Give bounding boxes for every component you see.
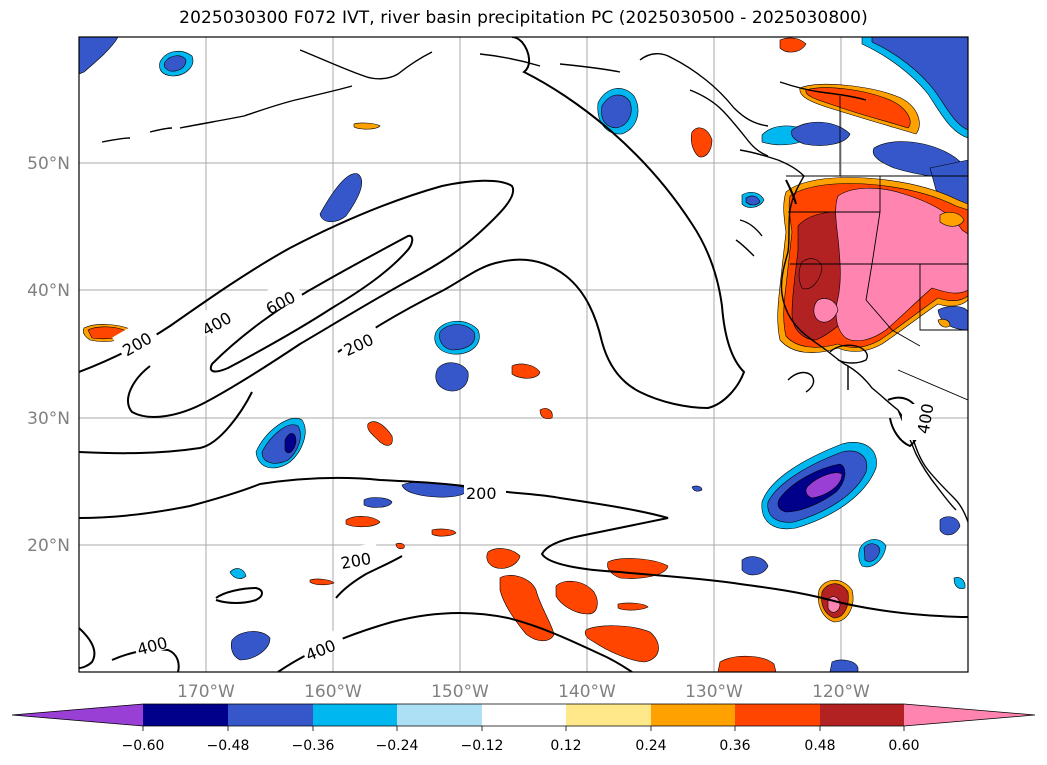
colorbar-extend-low [12, 704, 143, 726]
colorbar-segment [397, 704, 482, 726]
colorbar-segment [143, 704, 228, 726]
colorbar-tick-label: 0.60 [888, 738, 919, 754]
colorbar-tick-label: −0.24 [376, 738, 419, 754]
colorbar-tick-label: 0.12 [550, 738, 581, 754]
latitude-labels: 50°N 40°N 30°N 20°N [27, 154, 70, 556]
coastlines [101, 49, 968, 523]
colorbar-segment [313, 704, 397, 726]
longitude-labels: 170°W 160°W 150°W 140°W 130°W 120°W [177, 682, 870, 702]
colorbar: −0.60 −0.48 −0.36 −0.24 −0.12 0.12 0.24 … [11, 703, 1036, 754]
map-plot-area [79, 37, 968, 672]
colorbar-tick-label: −0.60 [122, 738, 165, 754]
colorbar-tick-label: 0.24 [635, 738, 666, 754]
colorbar-tick-label: 0.48 [804, 738, 835, 754]
lon-label: 130°W [685, 682, 743, 702]
map-frame [78, 36, 969, 673]
map-title: 2025030300 F072 IVT, river basin precipi… [179, 8, 868, 28]
colorbar-segment [566, 704, 651, 726]
ivt-contour-labels: 200 400 600 200 200 200 400 400 400 [112, 276, 938, 665]
lon-label: 160°W [304, 682, 362, 702]
colorbar-segment [651, 704, 735, 726]
lat-label: 20°N [27, 536, 70, 556]
contour-label: 200 [466, 484, 497, 503]
lon-label: 120°W [812, 682, 870, 702]
colorbar-tick-label: 0.36 [719, 738, 750, 754]
colorbar-segment [228, 704, 313, 726]
colorbar-tick-label: −0.36 [292, 738, 335, 754]
colorbar-segment [735, 704, 820, 726]
lat-label: 30°N [27, 409, 70, 429]
lon-label: 150°W [431, 682, 489, 702]
colorbar-tick-label: −0.48 [207, 738, 250, 754]
colorbar-extend-high [904, 704, 1035, 726]
lon-label: 170°W [177, 682, 235, 702]
colorbar-segment [482, 704, 566, 726]
lat-label: 40°N [27, 281, 70, 301]
lat-label: 50°N [27, 154, 70, 174]
colorbar-segment [820, 704, 904, 726]
ivt-contours [79, 37, 968, 672]
state-borders [786, 96, 968, 401]
colorbar-tick-label: −0.12 [461, 738, 504, 754]
lon-label: 140°W [558, 682, 616, 702]
